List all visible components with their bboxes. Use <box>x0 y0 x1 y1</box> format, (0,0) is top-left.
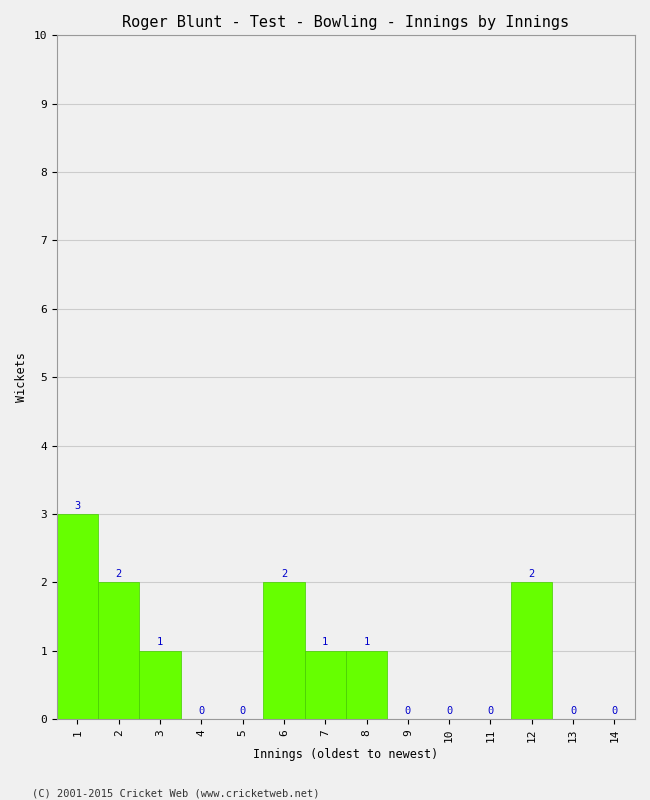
Text: 2: 2 <box>528 569 535 579</box>
Bar <box>346 651 387 719</box>
Text: 0: 0 <box>239 706 246 717</box>
Bar <box>305 651 346 719</box>
Text: 1: 1 <box>157 638 163 647</box>
Bar <box>511 582 552 719</box>
Text: 0: 0 <box>570 706 576 717</box>
X-axis label: Innings (oldest to newest): Innings (oldest to newest) <box>254 748 439 761</box>
Text: 2: 2 <box>116 569 122 579</box>
Bar <box>263 582 305 719</box>
Bar <box>98 582 139 719</box>
Text: 1: 1 <box>363 638 370 647</box>
Bar <box>57 514 98 719</box>
Title: Roger Blunt - Test - Bowling - Innings by Innings: Roger Blunt - Test - Bowling - Innings b… <box>122 15 569 30</box>
Text: 2: 2 <box>281 569 287 579</box>
Text: 0: 0 <box>405 706 411 717</box>
Text: 3: 3 <box>74 501 81 510</box>
Text: (C) 2001-2015 Cricket Web (www.cricketweb.net): (C) 2001-2015 Cricket Web (www.cricketwe… <box>32 788 320 798</box>
Text: 0: 0 <box>446 706 452 717</box>
Bar <box>139 651 181 719</box>
Text: 1: 1 <box>322 638 328 647</box>
Text: 0: 0 <box>611 706 618 717</box>
Y-axis label: Wickets: Wickets <box>15 352 28 402</box>
Text: 0: 0 <box>488 706 493 717</box>
Text: 0: 0 <box>198 706 205 717</box>
